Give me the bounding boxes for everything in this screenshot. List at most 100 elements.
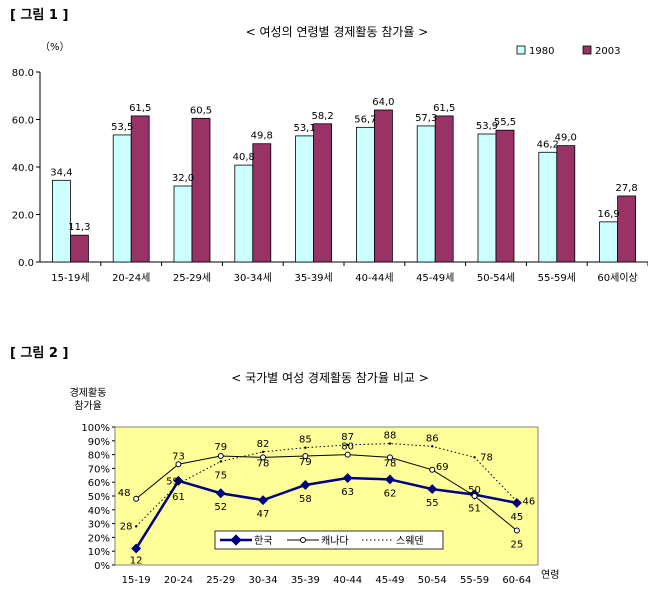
x-tick-label: 35-39: [291, 575, 320, 586]
y-tick-label: 0%: [94, 561, 110, 572]
point-1-3: [260, 454, 267, 461]
data-label-2003-20-24: 61,5: [129, 103, 151, 114]
data-label-2003-35-39: 58,2: [311, 111, 333, 122]
legend-label-2003: 2003: [595, 46, 620, 57]
bar-1980-15-19: [52, 179, 71, 263]
chart-1-legend: 1980 2003: [516, 45, 620, 57]
chart-2-legend-box: [214, 530, 444, 550]
point-1-6: [386, 454, 393, 461]
data-label-1980-40-44: 56,7: [354, 114, 376, 125]
x-tick-label: 55-59세: [538, 272, 576, 284]
y-tick-label: 20.0: [12, 211, 34, 222]
y-tick-label: 80%: [88, 451, 110, 462]
bar-2003-20-24: [130, 115, 150, 263]
point-2-6: [388, 442, 392, 445]
data-label-0-2: 52: [214, 502, 227, 513]
data-label-0-5: 63: [341, 487, 354, 498]
bar-1980-60: [599, 221, 618, 263]
data-label-1980-55-59: 46,2: [537, 139, 559, 150]
data-label-2003-50-54: 55,5: [494, 117, 516, 128]
point-1-5: [344, 451, 351, 458]
x-tick-label: 50-54세: [477, 272, 515, 284]
x-tick-label: 20-24: [164, 575, 193, 586]
data-label-1980-20-24: 53,5: [111, 122, 133, 133]
point-0-1: [173, 475, 184, 486]
point-0-0: [131, 543, 142, 554]
data-label-1-2: 79: [214, 442, 227, 453]
point-1-1: [175, 461, 182, 468]
data-label-2-0: 28: [120, 521, 133, 532]
x-tick-label: 30-34세: [234, 272, 272, 284]
data-label-1-0: 48: [118, 488, 131, 499]
y-tick-label: 100%: [81, 423, 110, 434]
data-label-2-9: 46: [522, 497, 535, 508]
bar-2003-45-49: [434, 115, 454, 263]
figure-2-label: [ 그림 2 ]: [10, 346, 68, 361]
point-2-2: [219, 460, 222, 463]
series-line-0: [135, 476, 518, 550]
x-tick-label: 35-39세: [294, 272, 332, 284]
chart-2-data-labels: 12 61 52 47 58 63 62 55 51 45 48 73 79 78 79 80 78 69 50 25…: [118, 431, 535, 567]
bar-2003-35-39: [313, 123, 333, 263]
bar-2003-25-29: [191, 117, 211, 263]
data-label-1-9: 25: [510, 540, 523, 551]
figure-1-bar-chart: [ 그림 1 ] < 여성의 연령별 경제활동 참가율 > （%） 1980 2…: [10, 8, 648, 284]
data-label-2-2: 75: [214, 471, 227, 482]
chart-1-title: < 여성의 연령별 경제활동 참가율 >: [246, 25, 429, 39]
point-1-4: [302, 452, 309, 459]
data-label-1980-35-39: 53,1: [293, 123, 315, 134]
point-2-0: [134, 525, 138, 528]
x-tick-label: 45-49세: [416, 272, 454, 284]
y-tick-label: 80.0: [12, 68, 34, 79]
data-label-1-3: 78: [257, 458, 270, 469]
point-2-3: [261, 450, 265, 454]
data-label-2003-15-19: 11,3: [68, 222, 90, 233]
point-1-2: [217, 452, 224, 459]
data-label-2-7: 86: [426, 433, 439, 444]
x-tick-label: 30-34: [249, 575, 278, 586]
legend-marker-korea: [230, 534, 242, 546]
y-tick-label: 20%: [88, 533, 110, 544]
data-label-1-8: 50: [468, 485, 481, 496]
data-label-1-7: 69: [436, 462, 449, 473]
y-tick-label: 50%: [88, 492, 110, 503]
point-2-8: [473, 456, 476, 459]
point-2-4: [304, 446, 307, 449]
chart-2-x-label: 연령: [541, 569, 559, 581]
data-label-2-8: 78: [480, 452, 493, 463]
bar-1980-50-54: [477, 133, 497, 263]
legend-label-sweden: 스웨덴: [396, 535, 424, 547]
bar-2003-15-19: [70, 234, 89, 263]
legend-swatch-2003: [582, 45, 592, 55]
x-tick-label: 25-29세: [173, 272, 211, 284]
bar-2003-60: [617, 195, 636, 263]
x-tick-label: 40-44세: [355, 272, 393, 284]
x-tick-label: 15-19: [122, 575, 151, 586]
x-tick-label: 55-59: [460, 575, 489, 586]
x-tick-label: 45-49: [375, 575, 404, 586]
y-tick-label: 10%: [88, 547, 110, 558]
bar-1980-35-39: [295, 135, 315, 263]
data-label-1-1: 73: [172, 451, 185, 462]
y-tick-label: 40.0: [12, 163, 34, 174]
figure-2-line-chart: [ 그림 2 ] < 국가별 여성 경제활동 참가율 비교 > 경제활동 참가율…: [10, 346, 559, 586]
data-label-2003-25-29: 60,5: [190, 105, 212, 116]
chart-2-y-axis: 0% 10% 20% 30% 40% 50% 60% 70% 80% 90% 100%: [81, 423, 115, 572]
data-label-2-6: 88: [384, 431, 397, 442]
data-label-0-6: 62: [384, 488, 397, 499]
data-label-2003-40-44: 64,0: [372, 97, 394, 108]
bar-2003-55-59: [556, 145, 576, 263]
data-label-2003-30-34: 49,8: [251, 131, 273, 142]
data-label-0-3: 47: [257, 509, 270, 520]
point-0-3: [258, 495, 268, 506]
data-label-1980-60: 16,9: [597, 209, 619, 220]
point-2-5: [346, 443, 349, 447]
chart-1-unit-label: （%）: [40, 41, 70, 53]
bar-1980-40-44: [355, 126, 375, 263]
point-2-1: [177, 482, 180, 485]
x-tick-label: 25-29: [206, 575, 235, 586]
chart-2-series: [131, 442, 522, 554]
data-label-0-7: 55: [426, 498, 439, 509]
legend-label-1980: 1980: [529, 46, 554, 57]
data-label-1-4: 79: [299, 457, 312, 468]
